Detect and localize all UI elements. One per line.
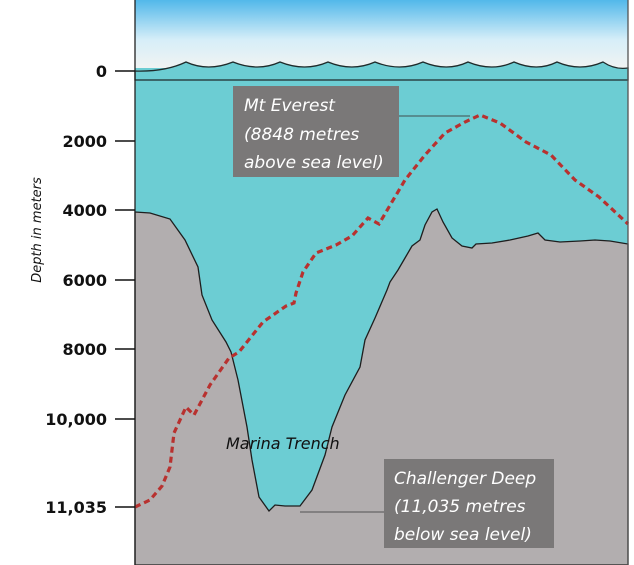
everest-label-line-1: Mt Everest	[244, 96, 336, 116]
y-tick-label: 6000	[62, 271, 107, 290]
mt-everest-outline-line	[134, 113, 630, 509]
y-axis-title: Depth in meters	[30, 177, 45, 283]
everest-label-line-3: above sea level)	[244, 153, 384, 173]
challenger-label-line-1: Challenger Deep	[394, 469, 536, 489]
sea-surface-waves	[134, 61, 629, 81]
y-tick-label: 10,000	[45, 410, 107, 429]
y-tick-label: 0	[96, 62, 107, 81]
y-tick-label: 2000	[62, 132, 107, 151]
marina-trench-label: Marina Trench	[226, 434, 340, 453]
sky	[135, 0, 628, 72]
y-tick-4000: 4000	[62, 201, 135, 220]
y-axis: 0 2000 4000 6000 8000 10,000 11,035 Dept…	[30, 62, 135, 517]
everest-label-line-2: (8848 metres	[244, 125, 359, 145]
y-tick-label: 11,035	[45, 498, 107, 517]
challenger-label-box	[384, 459, 554, 548]
y-tick-label: 8000	[62, 340, 107, 359]
y-tick-2000: 2000	[62, 132, 135, 151]
y-tick-label: 4000	[62, 201, 107, 220]
y-tick-11035: 11,035	[45, 498, 135, 517]
y-tick-8000: 8000	[62, 340, 135, 359]
y-tick-6000: 6000	[62, 271, 135, 290]
challenger-label-line-2: (11,035 metres	[394, 497, 526, 517]
challenger-deep-label: Challenger Deep (11,035 metres below sea…	[300, 459, 554, 548]
challenger-label-line-3: below sea level)	[394, 525, 532, 545]
y-tick-10000: 10,000	[45, 410, 135, 429]
everest-label-box	[233, 86, 399, 177]
y-tick-0: 0	[96, 62, 135, 81]
everest-label: Mt Everest (8848 metres above sea level)	[233, 86, 470, 177]
